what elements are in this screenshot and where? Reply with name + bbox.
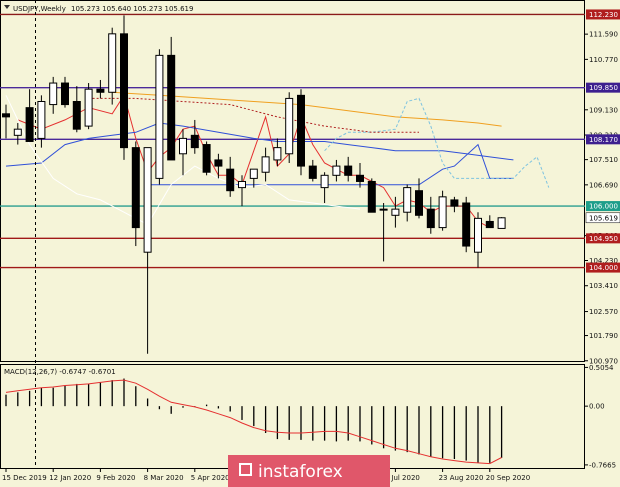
chart-title: USDJPY,Weekly	[13, 5, 66, 13]
macd-tick-label: 0.00	[589, 403, 605, 411]
price-label-box	[586, 233, 620, 244]
candle-body	[131, 147, 140, 229]
price-label-box	[586, 262, 620, 273]
time-tick-label: 23 Aug 2020	[439, 474, 484, 482]
time-tick-label: 8 Mar 2020	[144, 474, 184, 482]
candle-body	[13, 128, 22, 136]
candle-body	[485, 220, 494, 229]
price-label-text: 104.950	[589, 235, 618, 243]
candle-body	[61, 82, 69, 106]
price-label-box	[586, 201, 620, 212]
time-tick-label: 12 Jan 2020	[49, 474, 91, 482]
watermark: instaforex	[228, 455, 390, 487]
symbol-icon	[4, 5, 10, 9]
candle-body	[344, 165, 353, 176]
price-tick-label: 104.230	[589, 257, 618, 265]
price-tick-label: 100.970	[589, 357, 618, 365]
candle-body	[226, 168, 235, 192]
price-tick-label: 106.690	[589, 181, 618, 189]
candle-body	[426, 208, 435, 229]
candle-body	[474, 217, 482, 253]
indicator-white-chikou	[5, 95, 361, 226]
price-label-box	[585, 212, 620, 224]
time-tick-label: Jul 2020	[390, 474, 420, 482]
time-tick-label: 5 Apr 2020	[191, 474, 230, 482]
candle-body	[379, 208, 388, 211]
price-labels: 112.230 109.850 108.170 106.000 105.619 104.9…	[585, 9, 620, 273]
candle-body	[167, 54, 176, 161]
candle-body	[450, 199, 459, 207]
candle-body	[438, 196, 447, 229]
macd-signal-line	[5, 379, 502, 465]
candle-body	[96, 88, 105, 93]
candle-body	[391, 208, 400, 216]
candle-body	[285, 97, 294, 155]
candle-body	[214, 159, 223, 167]
price-label-box	[586, 134, 620, 145]
candle-body	[356, 174, 364, 182]
candle-body	[202, 144, 211, 173]
watermark-logo-icon	[239, 463, 252, 476]
candle-body	[297, 94, 305, 167]
candle-body	[497, 217, 506, 229]
time-tick-label: 9 Feb 2020	[96, 474, 135, 482]
candles	[2, 15, 506, 354]
candle-body	[37, 100, 46, 139]
candle-body	[84, 88, 93, 127]
price-tick-label: 107.510	[589, 156, 618, 164]
candle-body	[25, 107, 34, 142]
ohlc-header: 105.273 105.640 105.273 105.619	[71, 5, 193, 13]
time-axis: 15 Dec 2019 12 Jan 2020 9 Feb 2020 8 Mar 20…	[2, 469, 530, 482]
macd-label: MACD(12,26,7) -0.6747 -0.6701	[4, 368, 116, 376]
price-label-text: 108.170	[589, 136, 618, 144]
price-tick-label: 111.590	[589, 31, 618, 39]
price-tick-label: 102.570	[589, 308, 618, 316]
watermark-text: instaforex	[258, 462, 343, 482]
candle-body	[155, 54, 164, 179]
candle-body	[403, 187, 412, 213]
price-label-text: 109.850	[589, 84, 618, 92]
candle-body	[462, 202, 471, 247]
price-axis: 111.590110.770109.130108.310107.510106.6…	[585, 31, 618, 365]
candle-body	[415, 190, 423, 216]
price-tick-label: 101.790	[589, 332, 618, 340]
candle-body	[108, 33, 117, 93]
candle-body	[179, 137, 187, 155]
macd-indicator: 0.5054 0.00 -0.7665	[5, 364, 616, 469]
price-tick-label: 109.130	[589, 106, 618, 114]
price-label-box	[586, 9, 620, 20]
price-label-text: 104.000	[589, 264, 618, 272]
indicator-blue-flat	[147, 143, 514, 186]
price-tick-label: 110.770	[589, 56, 618, 64]
candle-body	[190, 134, 199, 149]
candle-body	[143, 147, 152, 253]
macd-tick-label: -0.7665	[589, 461, 616, 469]
price-label-box	[586, 82, 620, 93]
candle-body	[261, 156, 270, 173]
candle-body	[308, 165, 317, 179]
candle-body	[273, 147, 282, 161]
price-label-text: 105.619	[589, 214, 618, 222]
price-label-text: 106.000	[589, 203, 618, 211]
candle-body	[249, 168, 258, 179]
price-label-text: 112.230	[589, 11, 618, 19]
candle-body	[238, 180, 246, 189]
indicator-orange	[112, 91, 502, 127]
time-tick-label: 15 Dec 2019	[2, 474, 47, 482]
time-tick-label: 20 Sep 2020	[486, 474, 530, 482]
candle-body	[320, 174, 329, 189]
candle-body	[49, 82, 58, 106]
candle-body	[367, 180, 376, 213]
main-pane-bg	[0, 0, 585, 362]
price-tick-label: 103.410	[589, 282, 618, 290]
candle-body	[72, 100, 81, 130]
indicator-cloud-a	[324, 97, 550, 188]
macd-tick-label: 0.5054	[589, 364, 614, 372]
candle-body	[2, 113, 10, 118]
candle-body	[120, 33, 128, 149]
candle-body	[332, 165, 341, 176]
macd-pane-bg	[0, 364, 585, 469]
main-pane-border	[0, 0, 585, 362]
